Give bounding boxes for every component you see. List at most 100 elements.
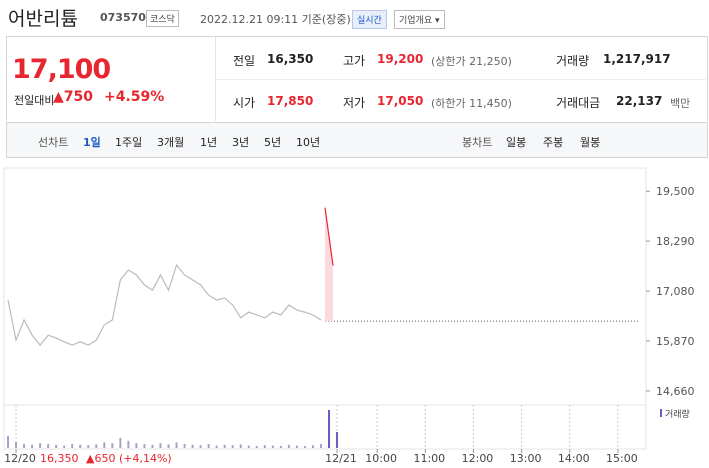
overview-label: 기업개요 xyxy=(399,16,433,26)
market-badge: 코스닥 xyxy=(146,10,179,27)
stat-value: 19,200 xyxy=(377,52,424,66)
footer-price: 16,350 xyxy=(40,452,79,465)
y-tick-label: 18,290 xyxy=(656,235,695,248)
y-tick-label: 17,080 xyxy=(656,285,695,298)
y-tick-label: 19,500 xyxy=(656,185,695,198)
stock-code: 073570 xyxy=(100,11,146,24)
realtime-button[interactable]: 실시간 xyxy=(352,10,387,29)
volume-bar xyxy=(87,445,90,448)
volume-bar xyxy=(215,445,218,448)
volume-bar xyxy=(47,444,50,448)
volume-bar xyxy=(79,444,82,448)
volume-bar xyxy=(183,444,186,448)
change-label: 전일대비 xyxy=(14,94,55,107)
volume-bar xyxy=(279,446,282,448)
volume-bar xyxy=(303,446,306,448)
volume-bar xyxy=(55,444,58,448)
price-line xyxy=(324,207,334,266)
stat-value: 17,850 xyxy=(267,94,314,108)
volume-bar xyxy=(103,442,106,448)
stat-value: 22,137 xyxy=(616,94,663,108)
volume-bar xyxy=(175,442,178,448)
change-pct: +4.59% xyxy=(104,89,165,105)
volume-bar xyxy=(207,444,210,448)
volume-bar xyxy=(191,444,194,448)
stat-label: 시가 xyxy=(233,96,256,110)
volume-bar xyxy=(127,440,130,448)
price-line xyxy=(7,263,322,347)
divider xyxy=(215,37,216,121)
stat-value: 17,050 xyxy=(377,94,424,108)
tab[interactable]: 3개월 xyxy=(157,136,185,149)
tab-label: 선차트 xyxy=(38,136,69,149)
area-fill xyxy=(325,207,334,322)
stat-label: 고가 xyxy=(343,54,366,68)
volume-bar xyxy=(239,444,242,448)
tab[interactable]: 1주일 xyxy=(115,136,143,149)
volume-bar xyxy=(31,444,34,448)
volume-bar xyxy=(287,444,290,448)
volume-frame xyxy=(3,404,647,450)
volume-bar xyxy=(336,432,339,448)
volume-bar xyxy=(63,445,66,448)
volume-bar xyxy=(95,444,98,448)
volume-bar xyxy=(199,445,202,448)
volume-bar xyxy=(7,436,10,448)
tab-bar xyxy=(6,122,708,158)
x-tick-label: 10:00 xyxy=(365,452,397,465)
stat-label: 저가 xyxy=(343,96,366,110)
current-price: 17,100 xyxy=(12,54,111,85)
stock-name: 어반리튬 xyxy=(8,8,78,30)
stat-extra: (상한가 21,250) xyxy=(431,55,512,68)
y-tick-label: 15,870 xyxy=(656,335,695,348)
overview-button[interactable]: 기업개요 ▾ xyxy=(394,10,445,29)
tab[interactable]: 3년 xyxy=(232,136,250,149)
stat-label: 거래대금 xyxy=(556,96,601,110)
volume-bar xyxy=(71,444,74,448)
volume-bar xyxy=(23,444,26,448)
tab[interactable]: 주봉 xyxy=(543,136,564,149)
volume-bar xyxy=(263,445,266,448)
tab-label: 봉차트 xyxy=(462,136,493,149)
x-tick-label: 12/20 xyxy=(4,452,36,465)
volume-legend: 거래량 xyxy=(665,408,690,420)
change: ▲750 xyxy=(53,89,93,105)
stat-value: 1,217,917 xyxy=(603,52,671,66)
stat-value: 16,350 xyxy=(267,52,314,66)
volume-bar xyxy=(223,444,226,448)
volume-bar xyxy=(231,445,234,448)
divider xyxy=(216,79,706,80)
tab[interactable]: 5년 xyxy=(264,136,282,149)
volume-bar xyxy=(167,444,170,448)
volume-bar xyxy=(319,444,322,448)
volume-bar xyxy=(111,443,114,448)
x-tick-label: 14:00 xyxy=(558,452,590,465)
volume-bar xyxy=(151,444,154,448)
volume-bar xyxy=(39,443,42,448)
volume-bar xyxy=(159,443,162,448)
tab[interactable]: 1일 xyxy=(83,136,101,149)
volume-legend-swatch xyxy=(660,409,662,417)
tab[interactable]: 일봉 xyxy=(506,136,527,149)
tab[interactable]: 월봉 xyxy=(580,136,601,149)
tab[interactable]: 1년 xyxy=(200,136,218,149)
x-tick-label: 11:00 xyxy=(413,452,445,465)
volume-bar xyxy=(328,410,331,448)
stat-label: 거래량 xyxy=(556,54,590,68)
stat-label: 전일 xyxy=(233,54,256,68)
x-tick-label: 15:00 xyxy=(606,452,638,465)
tab[interactable]: 10년 xyxy=(296,136,321,149)
volume-bar xyxy=(271,445,274,448)
stat-extra: 백만 xyxy=(670,97,691,110)
volume-bar xyxy=(247,445,250,448)
y-tick-label: 14,660 xyxy=(656,385,695,398)
x-tick-label: 12:00 xyxy=(462,452,494,465)
volume-bar xyxy=(135,443,138,448)
quote-box xyxy=(6,36,708,121)
volume-bar xyxy=(143,444,146,448)
x-tick-label: 13:00 xyxy=(510,452,542,465)
volume-bar xyxy=(295,445,298,448)
footer-change: ▲650 (+4,14%) xyxy=(86,452,172,465)
